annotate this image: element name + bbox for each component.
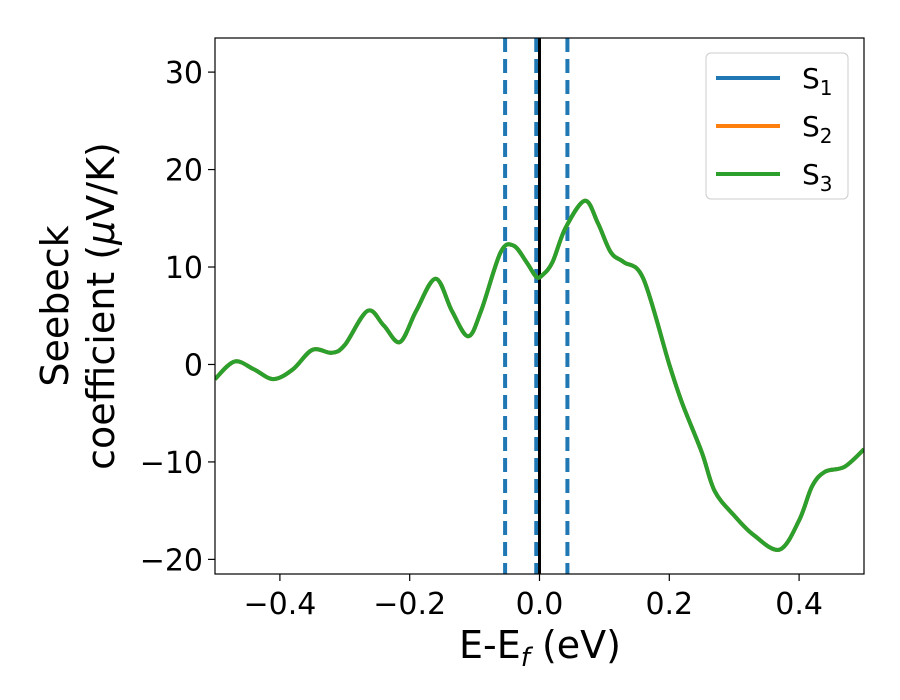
x-tick-label: 0.2 xyxy=(645,587,693,622)
y-tick-label: −10 xyxy=(140,446,203,481)
y-axis-ticks: −20 −10 0 10 20 30 xyxy=(140,56,215,578)
series-line-3 xyxy=(215,198,864,552)
series-layer xyxy=(215,198,864,552)
y-axis-label-line1: Seebeck xyxy=(33,225,77,386)
y-tick-label: −20 xyxy=(140,543,203,578)
legend-label-2: S2 xyxy=(802,110,833,148)
y-axis-label: Seebeck coefficient (μV/K) xyxy=(33,142,123,470)
legend-label-1: S1 xyxy=(802,62,833,100)
x-tick-label: 0.0 xyxy=(516,587,564,622)
y-axis-label-line2: coefficient (μV/K) xyxy=(79,142,123,470)
x-tick-label: −0.4 xyxy=(243,587,316,622)
legend-label-3: S3 xyxy=(802,158,833,196)
y-tick-label: 0 xyxy=(184,348,203,383)
vertical-reference-lines xyxy=(503,38,570,574)
x-tick-label: −0.2 xyxy=(373,587,446,622)
x-axis-ticks: −0.4 −0.2 0.0 0.2 0.4 xyxy=(243,574,823,622)
x-tick-label: 0.4 xyxy=(775,587,823,622)
y-tick-label: 10 xyxy=(165,251,203,286)
y-tick-label: 30 xyxy=(165,56,203,91)
legend: S1 S2 S3 xyxy=(705,52,849,200)
x-axis-label: E-Ef (eV) xyxy=(459,623,621,673)
y-tick-label: 20 xyxy=(165,154,203,189)
